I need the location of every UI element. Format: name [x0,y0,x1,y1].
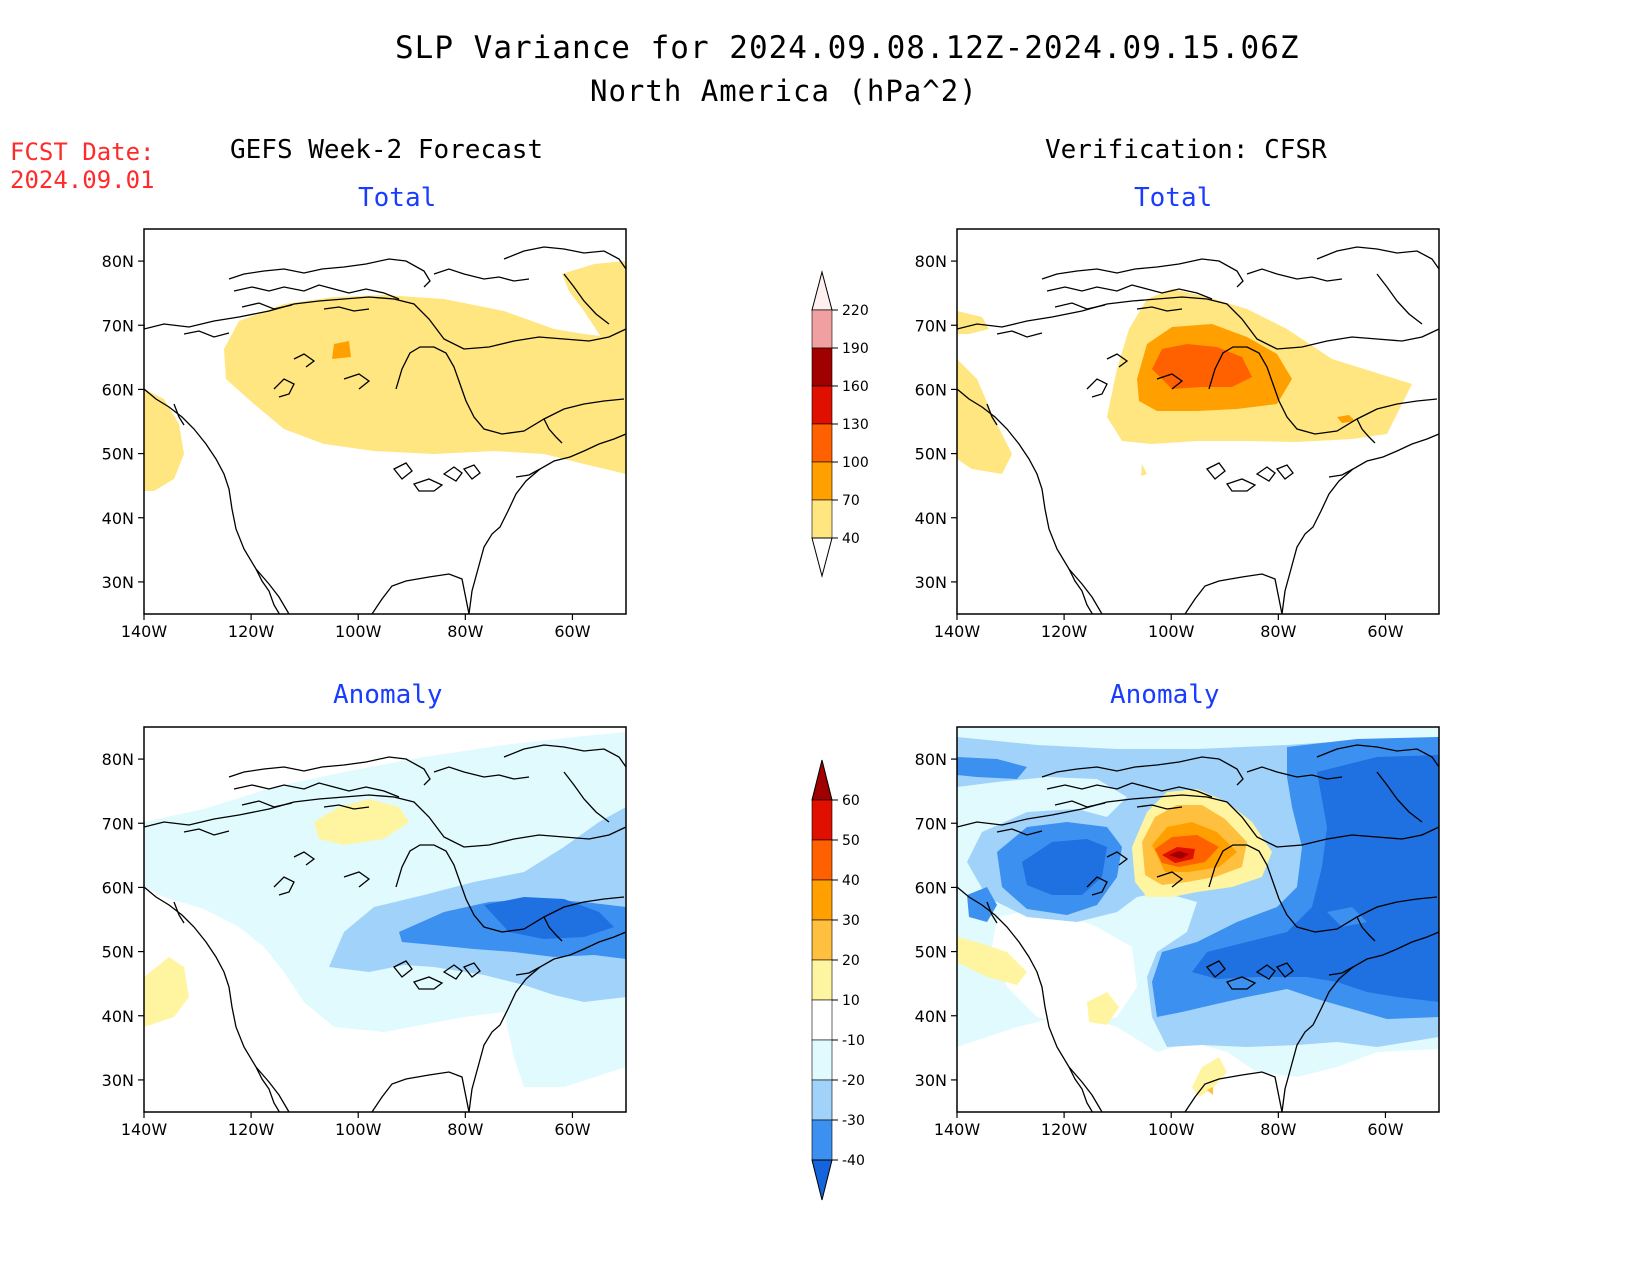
lon-label: 80W [447,622,483,641]
colorbar-segment [811,385,833,425]
panel-title-verification-anomaly: Anomaly [1110,680,1220,710]
colorbar-label: 70 [842,493,860,509]
colorbar-segment [811,999,833,1041]
lon-label: 100W [1148,622,1195,641]
colorbar-segment [811,1119,833,1161]
lon-label: 120W [1041,1120,1088,1139]
colorbar-bottom-triangle [811,537,833,578]
lat-label: 70N [102,316,134,335]
colorbar-segment [811,423,833,463]
map-verification-total [956,228,1440,615]
lat-label: 30N [102,573,134,592]
lon-label: 140W [121,1120,168,1139]
map-forecast-total [143,228,627,615]
colorbar-segment [811,1079,833,1121]
colorbar-label: 30 [842,913,860,929]
colorbar-label: 20 [842,953,860,969]
lat-label: 80N [915,750,947,769]
lat-label: 40N [915,1007,947,1026]
lat-label: 50N [915,445,947,464]
colorbar-segment [811,1039,833,1081]
colorbar-segment [811,879,833,921]
colorbar-segment [811,839,833,881]
lon-label: 140W [934,1120,981,1139]
lon-label: 120W [228,622,275,641]
lat-label: 30N [915,573,947,592]
colorbar-bottom-triangle [811,1159,833,1201]
fcst-date: 2024.09.01 [10,166,155,194]
map-verification-anomaly [956,726,1440,1113]
panel-title-forecast-total: Total [358,183,437,213]
lat-label: 40N [102,509,134,528]
main-title: SLP Variance for 2024.09.08.12Z-2024.09.… [395,30,1300,66]
lat-label: 80N [102,750,134,769]
colorbar-segment [811,919,833,961]
panel-title-forecast-anomaly: Anomaly [333,680,443,710]
column-header-forecast: GEFS Week-2 Forecast [230,135,544,165]
lon-label: 60W [1367,1120,1403,1139]
colorbar-anomaly: -40 -30 -20 -10 10 20 30 40 50 60 [811,759,865,1201]
colorbar-label: 10 [842,993,860,1009]
lon-label: 120W [228,1120,275,1139]
colorbar-label: -40 [842,1153,865,1169]
lat-label: 40N [102,1007,134,1026]
lat-label: 30N [102,1071,134,1090]
colorbar-segment [811,461,833,501]
lon-label: 140W [934,622,981,641]
map-forecast-anomaly [143,726,627,1113]
lat-label: 50N [915,943,947,962]
colorbar-segment [811,799,833,841]
colorbar-label: -10 [842,1033,865,1049]
colorbar-segment [811,499,833,539]
lon-label: 140W [121,622,168,641]
lon-label: 60W [554,622,590,641]
colorbar-segment [811,309,833,349]
lon-label: 80W [1260,1120,1296,1139]
lon-label: 120W [1041,622,1088,641]
colorbar-label: 60 [842,793,860,809]
lat-label: 50N [102,445,134,464]
colorbar-label: -20 [842,1073,865,1089]
lon-label: 60W [554,1120,590,1139]
lat-label: 70N [915,814,947,833]
colorbar-label: 40 [842,531,860,547]
colorbar-label: 100 [842,455,869,471]
lat-label: 70N [102,814,134,833]
axes-layer: 80N 70N 60N 50N 40N 30N 140W 120W 100W 80W 60W 80N 7… [102,252,1404,1139]
lat-label: 40N [915,509,947,528]
lat-label: 30N [915,1071,947,1090]
lat-label: 80N [915,252,947,271]
lat-label: 60N [102,878,134,897]
lat-label: 60N [915,878,947,897]
lat-label: 80N [102,252,134,271]
lon-label: 80W [1260,622,1296,641]
colorbar-label: 160 [842,379,869,395]
colorbar-segment [811,347,833,387]
lat-label: 70N [915,316,947,335]
colorbar-label: 50 [842,833,860,849]
lat-label: 60N [102,380,134,399]
lat-label: 60N [915,380,947,399]
colorbar-label: 130 [842,417,869,433]
fcst-label: FCST Date: [10,138,155,166]
lon-label: 80W [447,1120,483,1139]
colorbar-total: 40 70 100 130 160 190 220 [811,270,869,578]
lon-label: 60W [1367,622,1403,641]
colorbar-top-triangle [811,270,833,311]
colorbar-label: 40 [842,873,860,889]
colorbar-label: 190 [842,341,869,357]
subtitle: North America (hPa^2) [590,74,978,108]
colorbar-label: -30 [842,1113,865,1129]
lon-label: 100W [1148,1120,1195,1139]
lat-label: 50N [102,943,134,962]
colorbar-label: 220 [842,303,869,319]
column-header-verification: Verification: CFSR [1045,135,1327,165]
lon-label: 100W [335,1120,382,1139]
panel-title-verification-total: Total [1134,183,1213,213]
lon-label: 100W [335,622,382,641]
colorbar-segment [811,959,833,1001]
colorbar-top-triangle [811,759,833,801]
